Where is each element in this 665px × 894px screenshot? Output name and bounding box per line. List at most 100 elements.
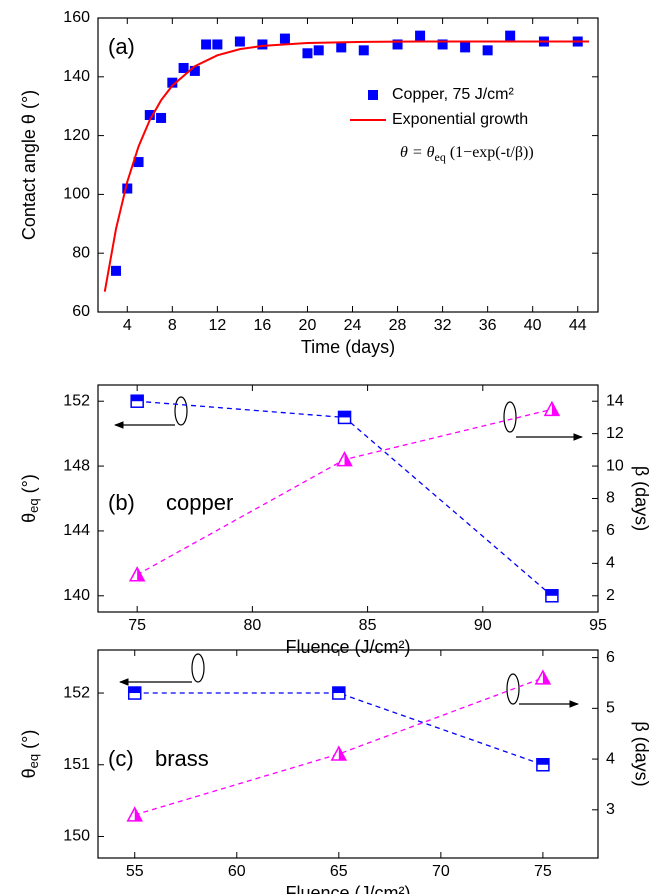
indicator-ellipse bbox=[506, 673, 520, 705]
panel-label: (c) bbox=[108, 746, 134, 771]
data-point bbox=[392, 39, 403, 50]
y-axis-label-part: eq bbox=[26, 754, 41, 768]
x-tick-label: 60 bbox=[228, 863, 246, 880]
marker-upper bbox=[332, 687, 345, 694]
x-axis-label: Time (days) bbox=[301, 337, 395, 357]
fit-line bbox=[103, 40, 589, 292]
y-tick-label: 100 bbox=[63, 186, 90, 203]
marker-upper bbox=[338, 411, 351, 418]
data-point bbox=[534, 669, 552, 685]
data-point bbox=[156, 112, 167, 123]
y-axis-label-part: θ bbox=[19, 513, 39, 523]
y2-axis-label: β (days) bbox=[631, 466, 651, 531]
y-axis-label-part: eq bbox=[26, 498, 41, 512]
x-axis-label: Fluence (J/cm²) bbox=[285, 883, 410, 894]
data-point bbox=[130, 394, 144, 408]
indicator-ellipse bbox=[174, 396, 188, 426]
data-point bbox=[536, 758, 550, 772]
x-tick-label: 16 bbox=[254, 317, 272, 334]
formula-part: eq bbox=[435, 150, 446, 164]
data-point bbox=[358, 45, 369, 56]
formula-part: θ = θ bbox=[400, 144, 435, 161]
marker-half bbox=[338, 747, 346, 760]
y-tick-label: 144 bbox=[63, 522, 90, 539]
data-point bbox=[543, 400, 561, 417]
y-tick-label: 152 bbox=[63, 392, 90, 409]
data-point bbox=[234, 36, 245, 47]
axis-indicators bbox=[114, 396, 583, 708]
y2-tick-label: 6 bbox=[606, 522, 615, 539]
data-point bbox=[437, 39, 448, 50]
x-tick-label: 4 bbox=[123, 317, 132, 334]
x-tick-label: 80 bbox=[243, 617, 261, 634]
y-tick-label: 152 bbox=[63, 684, 90, 701]
y-tick-label: 120 bbox=[63, 127, 90, 144]
data-point bbox=[482, 45, 493, 56]
y-tick-label: 160 bbox=[63, 9, 90, 26]
data-point bbox=[189, 65, 200, 76]
y2-tick-label: 12 bbox=[606, 425, 624, 442]
data-point bbox=[545, 589, 559, 603]
y-tick-label: 140 bbox=[63, 587, 90, 604]
x-tick-label: 24 bbox=[344, 317, 362, 334]
y-tick-label: 148 bbox=[63, 457, 90, 474]
x-tick-label: 70 bbox=[432, 863, 450, 880]
indicator-ellipse bbox=[191, 653, 205, 683]
y2-tick-label: 14 bbox=[606, 392, 624, 409]
y-tick-label: 140 bbox=[63, 68, 90, 85]
x-tick-label: 90 bbox=[474, 617, 492, 634]
material-label: brass bbox=[155, 746, 209, 771]
x-tick-label: 12 bbox=[208, 317, 226, 334]
y-axis-label: θeq (°) bbox=[19, 474, 42, 523]
data-point bbox=[332, 686, 346, 700]
y-axis-label-part: (°) bbox=[19, 730, 39, 754]
x-tick-label: 40 bbox=[524, 317, 542, 334]
data-point bbox=[128, 566, 146, 582]
y-tick-label: 60 bbox=[72, 303, 90, 320]
y2-tick-label: 3 bbox=[606, 801, 615, 818]
x-tick-label: 95 bbox=[589, 617, 607, 634]
y-tick-label: 80 bbox=[72, 244, 90, 261]
y-axis-label: Contact angle θ (°) bbox=[19, 90, 39, 240]
data-point bbox=[127, 686, 142, 700]
data-point bbox=[460, 42, 471, 53]
y2-tick-label: 2 bbox=[606, 587, 615, 604]
plot-frame bbox=[97, 649, 599, 859]
data-point bbox=[201, 39, 212, 50]
x-tick-label: 28 bbox=[389, 317, 407, 334]
y-axis-label: θeq (°) bbox=[19, 730, 42, 779]
x-tick-label: 75 bbox=[128, 617, 146, 634]
y2-tick-label: 10 bbox=[606, 457, 624, 474]
data-point bbox=[122, 183, 133, 194]
marker-upper bbox=[131, 395, 144, 402]
x-tick-label: 44 bbox=[569, 317, 587, 334]
y2-tick-label: 4 bbox=[606, 750, 615, 767]
data-point bbox=[133, 157, 144, 168]
x-tick-label: 8 bbox=[168, 317, 177, 334]
x-tick-label: 65 bbox=[330, 863, 348, 880]
data-point bbox=[505, 30, 516, 41]
data-point bbox=[279, 33, 290, 44]
data-point bbox=[330, 745, 348, 761]
data-point bbox=[257, 39, 268, 50]
data-point bbox=[336, 451, 353, 467]
data-point bbox=[336, 42, 347, 53]
data-point bbox=[178, 62, 189, 73]
marker-upper bbox=[536, 758, 549, 765]
y2-tick-label: 6 bbox=[606, 649, 615, 666]
data-point bbox=[167, 77, 178, 88]
x-tick-label: 32 bbox=[434, 317, 452, 334]
x-tick-label: 36 bbox=[479, 317, 497, 334]
y2-tick-label: 4 bbox=[606, 555, 615, 572]
plot-frame bbox=[97, 17, 599, 313]
data-point bbox=[111, 265, 122, 276]
legend-label: Exponential growth bbox=[392, 111, 528, 128]
data-point bbox=[337, 410, 352, 425]
y2-tick-label: 5 bbox=[606, 700, 615, 717]
x-axis-label: Fluence (J/cm²) bbox=[285, 637, 410, 657]
y-axis-label-part: (°) bbox=[19, 474, 39, 498]
x-tick-label: 75 bbox=[534, 863, 552, 880]
y-tick-label: 150 bbox=[63, 828, 90, 845]
legend-symbol bbox=[368, 90, 378, 100]
